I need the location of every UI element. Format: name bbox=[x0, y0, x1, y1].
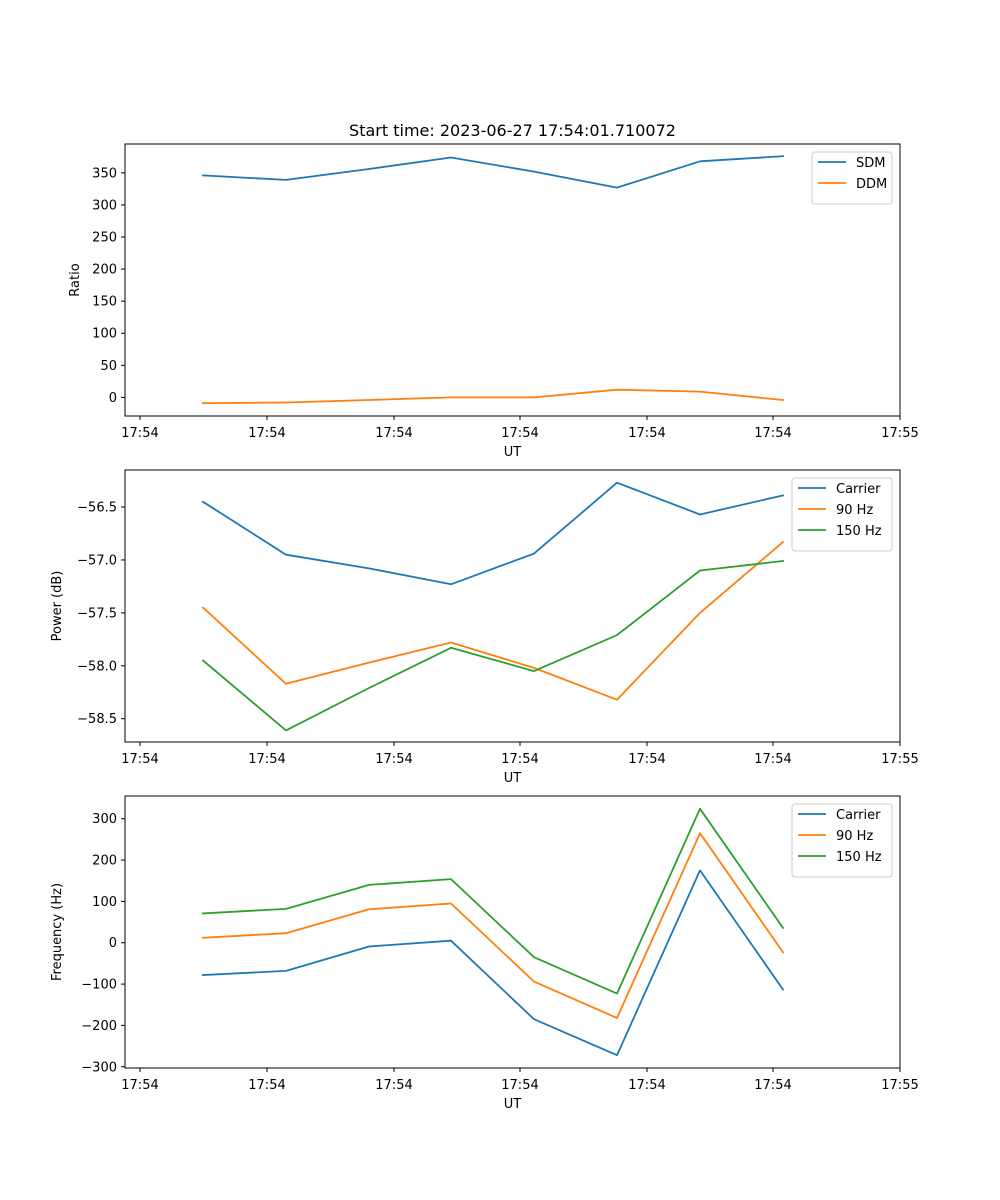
x-tick-label: 17:54 bbox=[501, 1078, 538, 1093]
y-tick-label: −57.5 bbox=[77, 606, 117, 621]
y-tick-label: 300 bbox=[92, 812, 117, 827]
y-tick-label: 300 bbox=[92, 198, 117, 213]
y-tick-label: −200 bbox=[81, 1019, 117, 1034]
series-line-150-hz bbox=[201, 560, 784, 732]
y-tick-label: 0 bbox=[109, 391, 117, 406]
x-tick-label: 17:54 bbox=[501, 426, 538, 441]
legend-box bbox=[811, 151, 893, 205]
x-axis-label: UT bbox=[504, 445, 522, 460]
axes-frame bbox=[124, 469, 901, 743]
y-tick-label: 100 bbox=[92, 327, 117, 342]
legend: Carrier 90 Hz 150 Hz bbox=[791, 477, 893, 552]
chart-title: Start time: 2023-06-27 17:54:01.710072 bbox=[349, 121, 676, 140]
x-axis-label: UT bbox=[504, 771, 522, 786]
legend-label: Carrier bbox=[836, 808, 881, 823]
chart-panel-3: 17:54 17:54 17:54 17:54 17:54 17:54 17:55 −300 −… bbox=[50, 795, 919, 1112]
x-axis-label: UT bbox=[504, 1097, 522, 1112]
y-tick-label: 250 bbox=[92, 231, 117, 246]
x-tick-label: 17:54 bbox=[121, 1078, 158, 1093]
legend-box bbox=[791, 477, 893, 552]
y-tick-label: −58.0 bbox=[77, 659, 117, 674]
series-line-carrier bbox=[201, 481, 785, 586]
x-tick-label: 17:54 bbox=[754, 426, 791, 441]
x-tick-label: 17:54 bbox=[375, 752, 412, 767]
y-axis-label: Ratio bbox=[68, 263, 83, 296]
legend-label: 150 Hz bbox=[836, 524, 882, 539]
series-line-sdm bbox=[202, 155, 784, 189]
x-tick-label: 17:55 bbox=[881, 1078, 918, 1093]
legend-label: SDM bbox=[856, 156, 885, 171]
series-line-90-hz bbox=[201, 540, 785, 701]
y-tick-label: −56.5 bbox=[77, 501, 117, 516]
series-line-90-hz bbox=[202, 832, 785, 1019]
x-tick-label: 17:54 bbox=[121, 426, 158, 441]
y-axis-label: Power (dB) bbox=[50, 571, 65, 642]
x-tick-label: 17:54 bbox=[248, 426, 285, 441]
x-tick-label: 17:55 bbox=[881, 426, 918, 441]
x-tick-label: 17:54 bbox=[501, 752, 538, 767]
legend-label: 150 Hz bbox=[836, 850, 882, 865]
y-tick-label: −57.0 bbox=[77, 553, 117, 568]
y-tick-label: −58.5 bbox=[77, 712, 117, 727]
x-tick-label: 17:54 bbox=[121, 752, 158, 767]
series-line-carrier bbox=[202, 869, 785, 1057]
legend-label: 90 Hz bbox=[836, 503, 873, 518]
y-axis-label: Frequency (Hz) bbox=[50, 883, 65, 981]
y-tick-label: −300 bbox=[81, 1060, 117, 1075]
x-tick-label: 17:54 bbox=[754, 752, 791, 767]
x-tick-label: 17:54 bbox=[628, 752, 665, 767]
series-line-150-hz bbox=[202, 807, 785, 995]
legend: Carrier 90 Hz 150 Hz bbox=[791, 803, 893, 878]
x-tick-label: 17:54 bbox=[628, 426, 665, 441]
axes-frame bbox=[124, 143, 901, 417]
legend-label: Carrier bbox=[836, 482, 881, 497]
y-tick-label: 200 bbox=[92, 854, 117, 869]
y-tick-label: 350 bbox=[92, 166, 117, 181]
chart-panel-1: Start time: 2023-06-27 17:54:01.710072 17… bbox=[68, 121, 919, 460]
y-tick-label: 100 bbox=[92, 895, 117, 910]
x-tick-label: 17:54 bbox=[628, 1078, 665, 1093]
y-tick-label: 50 bbox=[100, 359, 117, 374]
legend-label: DDM bbox=[856, 177, 887, 192]
y-tick-label: 0 bbox=[109, 936, 117, 951]
legend: SDM DDM bbox=[811, 151, 893, 205]
series-line-ddm bbox=[202, 388, 784, 405]
x-tick-label: 17:54 bbox=[375, 426, 412, 441]
y-tick-label: 150 bbox=[92, 295, 117, 310]
x-tick-label: 17:54 bbox=[248, 1078, 285, 1093]
x-tick-label: 17:54 bbox=[375, 1078, 412, 1093]
legend-label: 90 Hz bbox=[836, 829, 873, 844]
x-tick-label: 17:55 bbox=[881, 752, 918, 767]
axes-frame bbox=[124, 795, 901, 1069]
y-tick-label: −100 bbox=[81, 978, 117, 993]
x-tick-label: 17:54 bbox=[248, 752, 285, 767]
chart-panel-2: 17:54 17:54 17:54 17:54 17:54 17:54 17:55 −58.5… bbox=[50, 469, 919, 786]
x-tick-label: 17:54 bbox=[754, 1078, 791, 1093]
legend-box bbox=[791, 803, 893, 878]
y-tick-label: 200 bbox=[92, 263, 117, 278]
